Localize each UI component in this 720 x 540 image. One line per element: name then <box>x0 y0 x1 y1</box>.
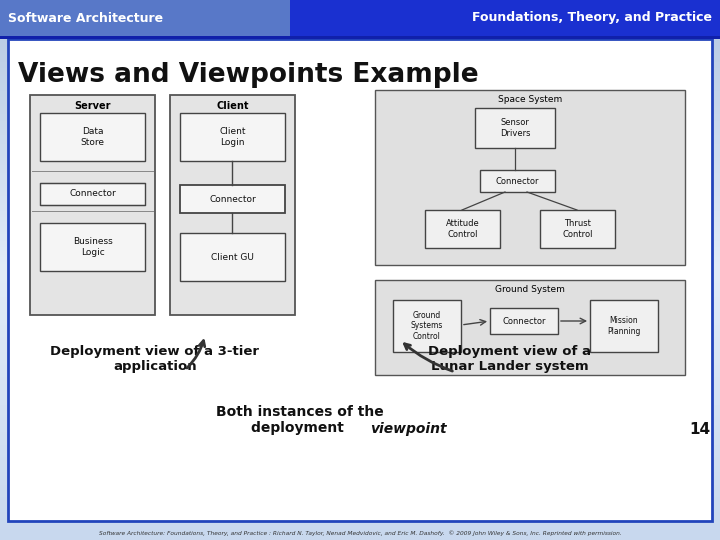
Text: Deployment view of a
Lunar Lander system: Deployment view of a Lunar Lander system <box>428 345 592 373</box>
Text: Data
Store: Data Store <box>81 127 104 147</box>
Text: 14: 14 <box>690 422 711 437</box>
Text: Sensor
Drivers: Sensor Drivers <box>500 118 530 138</box>
Text: Connector: Connector <box>69 190 116 199</box>
Bar <box>490 308 558 334</box>
Text: Connector: Connector <box>503 316 546 326</box>
Bar <box>590 300 658 352</box>
Text: Both instances of the
deployment: Both instances of the deployment <box>216 405 384 435</box>
Bar <box>480 170 555 192</box>
Text: Views and Viewpoints Example: Views and Viewpoints Example <box>18 62 479 88</box>
Text: Software Architecture: Foundations, Theory, and Practice : Richard N. Taylor, Ne: Software Architecture: Foundations, Theo… <box>99 530 621 536</box>
Bar <box>170 95 295 315</box>
Text: Connector: Connector <box>496 177 539 186</box>
Text: Mission
Planning: Mission Planning <box>607 316 641 336</box>
Text: Client GU: Client GU <box>211 253 254 261</box>
Text: Client
Login: Client Login <box>220 127 246 147</box>
Text: Attitude
Control: Attitude Control <box>446 219 480 239</box>
Text: Space System: Space System <box>498 96 562 105</box>
Text: Deployment view of a 3-tier
application: Deployment view of a 3-tier application <box>50 345 259 373</box>
Text: Client: Client <box>216 101 248 111</box>
Bar <box>0 0 720 36</box>
Bar <box>393 300 461 352</box>
Bar <box>375 90 685 265</box>
Bar <box>375 280 685 375</box>
Bar <box>0 0 290 36</box>
Bar <box>0 36 720 39</box>
Bar <box>180 113 285 161</box>
Text: Business
Logic: Business Logic <box>73 237 112 256</box>
Bar <box>30 95 155 315</box>
Text: Server: Server <box>74 101 111 111</box>
Bar <box>180 233 285 281</box>
Text: Connector: Connector <box>209 194 256 204</box>
Text: viewpoint: viewpoint <box>370 422 446 436</box>
Bar <box>475 108 555 148</box>
Text: Thrust
Control: Thrust Control <box>562 219 593 239</box>
Text: Ground
Systems
Control: Ground Systems Control <box>411 311 444 341</box>
Bar <box>40 183 145 205</box>
Bar <box>425 210 500 248</box>
Bar <box>40 113 145 161</box>
Text: Foundations, Theory, and Practice: Foundations, Theory, and Practice <box>472 11 712 24</box>
Bar <box>8 39 712 521</box>
Bar <box>40 223 145 271</box>
Bar <box>180 185 285 213</box>
Bar <box>540 210 615 248</box>
Text: Ground System: Ground System <box>495 286 565 294</box>
Text: Software Architecture: Software Architecture <box>8 11 163 24</box>
